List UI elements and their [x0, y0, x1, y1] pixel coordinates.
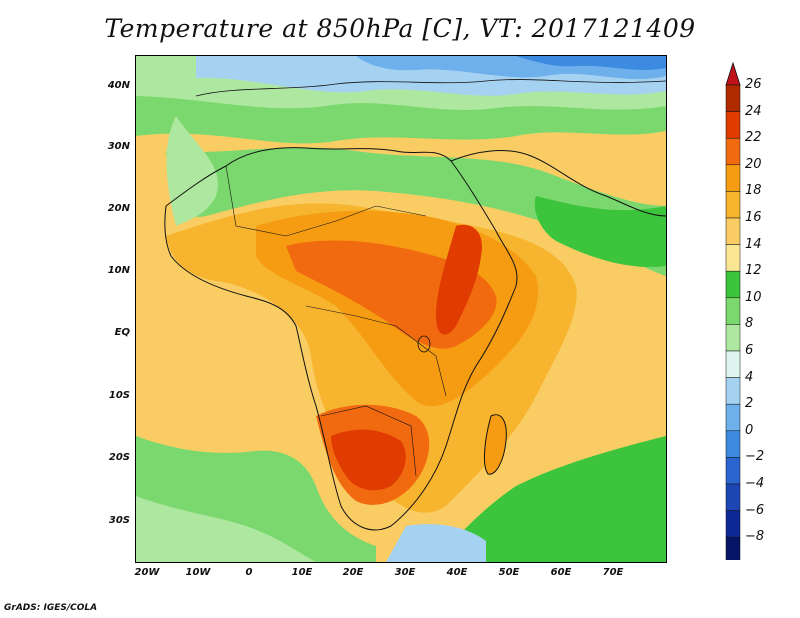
lat-label-20n: 20N: [107, 203, 130, 214]
colorbar-label: 20: [745, 156, 762, 172]
colorbar-label: 8: [745, 316, 754, 332]
lat-label-20s: 20S: [108, 452, 130, 463]
colorbar-label: 14: [745, 236, 762, 252]
colorbar: [725, 61, 741, 560]
colorbar-cell: [725, 510, 741, 538]
lat-label-40n: 40N: [107, 80, 130, 91]
colorbar-cell: [725, 457, 741, 485]
colorbar-cell: [725, 430, 741, 458]
colorbar-label: −4: [745, 476, 765, 491]
colorbar-cell: [725, 350, 741, 378]
colorbar-label: 10: [745, 289, 762, 305]
lake-victoria: [417, 335, 431, 353]
temperature-field: [136, 56, 666, 562]
temperature-map[interactable]: [135, 55, 667, 563]
map-title: Temperature at 850hPa [C], VT: 201712140…: [104, 14, 696, 43]
colorbar-cell: [725, 164, 741, 192]
south-atlantic-lightgreen: [136, 496, 316, 562]
lat-label-eq: EQ: [114, 327, 130, 338]
lon-label-30e: 30E: [394, 567, 416, 578]
colorbar-label: 6: [745, 343, 754, 358]
colorbar-label: 16: [745, 210, 762, 225]
lon-label-10w: 10W: [185, 567, 211, 578]
colorbar-cell: [725, 217, 741, 245]
lat-label-10n: 10N: [107, 265, 130, 276]
africa-coastline: [164, 147, 518, 531]
kalahari-hot-core: [331, 429, 406, 491]
country-borders-north: [225, 165, 427, 237]
colorbar-cell: [725, 297, 741, 325]
colorbar-cell: [725, 111, 741, 139]
colorbar-label: 22: [745, 130, 762, 146]
colorbar-label: 2: [745, 396, 754, 412]
colorbar-cell: [725, 270, 741, 299]
colorbar-cell: [725, 244, 741, 272]
west-sahara-light: [166, 116, 218, 226]
colorbar-cell: [725, 324, 741, 352]
lon-label-50e: 50E: [498, 567, 520, 578]
colorbar-label: 24: [745, 103, 762, 119]
lon-label-20e: 20E: [342, 567, 364, 578]
madagascar-coastline: [483, 414, 507, 475]
sahara-green-belt: [166, 147, 666, 276]
south-indian-green: [436, 436, 666, 562]
country-borders-central: [305, 305, 447, 397]
grads-credit: GrADS: IGES/COLA: [4, 603, 98, 613]
east-africa-hot-streak: [436, 224, 482, 335]
colorbar-cell: [725, 377, 741, 405]
lat-label-30n: 30N: [107, 141, 130, 152]
colorbar-cell: [725, 84, 741, 112]
country-borders-south: [320, 405, 417, 477]
lon-label-60e: 60E: [550, 567, 572, 578]
colorbar-label: 18: [745, 183, 762, 199]
colorbar-label: 4: [745, 369, 754, 385]
colorbar-label: 26: [745, 77, 762, 92]
colorbar-cell: [725, 191, 741, 219]
colorbar-cell: [725, 403, 741, 432]
colorbar-label: 12: [745, 263, 762, 279]
arabia-green: [534, 196, 666, 267]
colorbar-label: −8: [745, 529, 765, 545]
lon-label-0: 0: [245, 567, 253, 578]
colorbar-label: 0: [745, 422, 754, 438]
lon-label-20w: 20W: [134, 567, 160, 578]
colorbar-label: −6: [745, 502, 765, 518]
lon-label-70e: 70E: [602, 567, 624, 578]
colorbar-top-arrow: [725, 61, 741, 86]
colorbar-label: −2: [745, 449, 765, 465]
cape-blue: [386, 524, 486, 562]
lat-label-30s: 30S: [108, 515, 130, 526]
colorbar-cell: [725, 137, 741, 166]
colorbar-cell: [725, 536, 741, 560]
colorbar-cell: [725, 483, 741, 511]
band-north-darkblue: [516, 56, 666, 70]
madagascar: [484, 414, 507, 475]
lon-label-40e: 40E: [446, 567, 468, 578]
arabia-coastline: [450, 150, 666, 217]
europe-coastline: [195, 79, 666, 97]
lon-label-10e: 10E: [291, 567, 313, 578]
lat-label-10s: 10S: [108, 390, 130, 401]
